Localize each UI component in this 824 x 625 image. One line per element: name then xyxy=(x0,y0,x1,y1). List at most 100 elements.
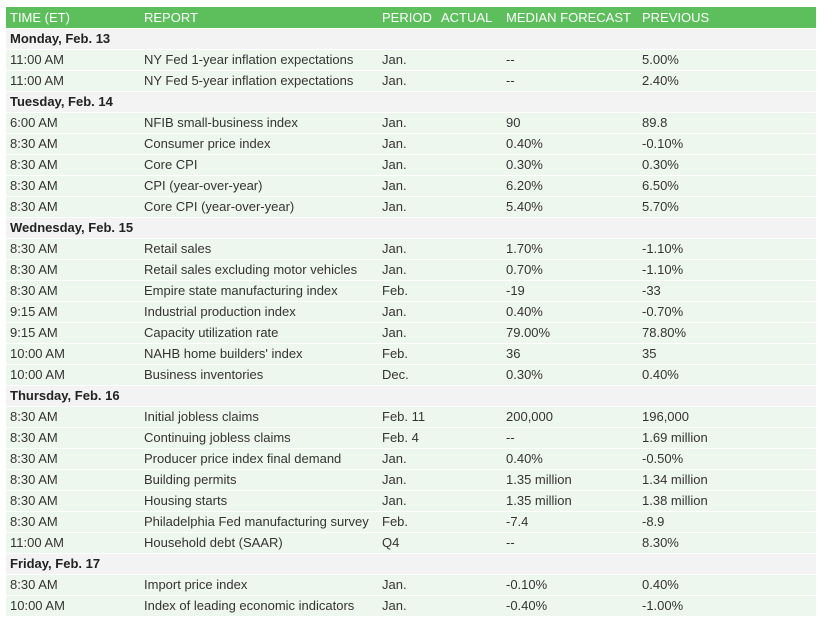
data-row: 6:00 AM NFIB small-business index Jan. 90 89… xyxy=(6,112,816,134)
median-cell: 0.40% xyxy=(502,448,638,470)
actual-cell xyxy=(437,259,502,281)
data-row: 10:00 AM NAHB home builders' index Feb. 36 3… xyxy=(6,343,816,365)
median-cell: 0.30% xyxy=(502,154,638,176)
previous-cell: -1.10% xyxy=(638,238,816,260)
period-cell: Jan. xyxy=(378,259,437,281)
period-cell: Jan. xyxy=(378,196,437,218)
previous-cell: 8.30% xyxy=(638,532,816,554)
data-row: 11:00 AM NY Fed 1-year inflation expectat… xyxy=(6,49,816,71)
data-row: 8:30 AM Retail sales excluding motor vehi… xyxy=(6,259,816,281)
period-cell: Feb. xyxy=(378,511,437,533)
data-row: 8:30 AM CPI (year-over-year) Jan. 6.20% 6.50… xyxy=(6,175,816,197)
data-row: 8:30 AM Housing starts Jan. 1.35 million 1.3… xyxy=(6,490,816,512)
data-row: 8:30 AM Continuing jobless claims Feb. 4 --… xyxy=(6,427,816,449)
day-label: Wednesday, Feb. 15 xyxy=(6,217,816,239)
report-cell: Producer price index final demand xyxy=(140,448,378,470)
report-cell: Empire state manufacturing index xyxy=(140,280,378,302)
time-cell: 11:00 AM xyxy=(6,70,140,92)
previous-cell: -1.10% xyxy=(638,259,816,281)
actual-cell xyxy=(437,112,502,134)
median-cell: 6.20% xyxy=(502,175,638,197)
median-cell: -7.4 xyxy=(502,511,638,533)
data-row: 9:15 AM Capacity utilization rate Jan. 79.0… xyxy=(6,322,816,344)
actual-cell xyxy=(437,301,502,323)
actual-cell xyxy=(437,427,502,449)
median-cell: -- xyxy=(502,49,638,71)
period-cell: Jan. xyxy=(378,49,437,71)
median-cell: 36 xyxy=(502,343,638,365)
median-cell: 90 xyxy=(502,112,638,134)
data-row: 11:00 AM NY Fed 5-year inflation expectat… xyxy=(6,70,816,92)
previous-cell: 1.69 million xyxy=(638,427,816,449)
time-cell: 8:30 AM xyxy=(6,427,140,449)
actual-cell xyxy=(437,406,502,428)
period-cell: Jan. xyxy=(378,490,437,512)
day-row: Wednesday, Feb. 15 xyxy=(6,217,816,239)
report-cell: Core CPI xyxy=(140,154,378,176)
header-cell: REPORT xyxy=(140,7,378,29)
time-cell: 8:30 AM xyxy=(6,259,140,281)
previous-cell: -1.00% xyxy=(638,595,816,617)
time-cell: 8:30 AM xyxy=(6,511,140,533)
median-cell: 1.35 million xyxy=(502,469,638,491)
previous-cell: -0.10% xyxy=(638,133,816,155)
actual-cell xyxy=(437,490,502,512)
actual-cell xyxy=(437,196,502,218)
time-cell: 10:00 AM xyxy=(6,595,140,617)
header-row: TIME (ET) REPORT PERIOD ACTUAL MEDIAN FO… xyxy=(6,7,816,29)
period-cell: Feb. 11 xyxy=(378,406,437,428)
median-cell: 0.30% xyxy=(502,364,638,386)
previous-cell: 2.40% xyxy=(638,70,816,92)
period-cell: Jan. xyxy=(378,301,437,323)
data-row: 8:30 AM Producer price index final demand… xyxy=(6,448,816,470)
report-cell: Industrial production index xyxy=(140,301,378,323)
report-cell: NFIB small-business index xyxy=(140,112,378,134)
previous-cell: 1.34 million xyxy=(638,469,816,491)
time-cell: 11:00 AM xyxy=(6,49,140,71)
previous-cell: 1.38 million xyxy=(638,490,816,512)
median-cell: -19 xyxy=(502,280,638,302)
data-row: 8:30 AM Building permits Jan. 1.35 million 1… xyxy=(6,469,816,491)
median-cell: -0.10% xyxy=(502,574,638,596)
actual-cell xyxy=(437,133,502,155)
actual-cell xyxy=(437,154,502,176)
report-cell: Philadelphia Fed manufacturing survey xyxy=(140,511,378,533)
period-cell: Jan. xyxy=(378,154,437,176)
data-row: 9:15 AM Industrial production index Jan. 0.… xyxy=(6,301,816,323)
header-cell: TIME (ET) xyxy=(6,7,140,29)
previous-cell: 5.00% xyxy=(638,49,816,71)
actual-cell xyxy=(437,448,502,470)
time-cell: 6:00 AM xyxy=(6,112,140,134)
median-cell: 79.00% xyxy=(502,322,638,344)
period-cell: Jan. xyxy=(378,469,437,491)
data-row: 8:30 AM Retail sales Jan. 1.70% -1.10% xyxy=(6,238,816,260)
previous-cell: 5.70% xyxy=(638,196,816,218)
previous-cell: -33 xyxy=(638,280,816,302)
header-cell: MEDIAN FORECAST xyxy=(502,7,638,29)
previous-cell: 35 xyxy=(638,343,816,365)
period-cell: Dec. xyxy=(378,364,437,386)
data-row: 11:00 AM Household debt (SAAR) Q4 -- 8.30% xyxy=(6,532,816,554)
median-cell: 1.35 million xyxy=(502,490,638,512)
data-row: 8:30 AM Core CPI (year-over-year) Jan. 5.40… xyxy=(6,196,816,218)
period-cell: Feb. xyxy=(378,280,437,302)
data-row: 10:00 AM Business inventories Dec. 0.30% 0.4… xyxy=(6,364,816,386)
previous-cell: 89.8 xyxy=(638,112,816,134)
time-cell: 8:30 AM xyxy=(6,196,140,218)
time-cell: 8:30 AM xyxy=(6,469,140,491)
previous-cell: -0.70% xyxy=(638,301,816,323)
period-cell: Q4 xyxy=(378,532,437,554)
report-cell: Business inventories xyxy=(140,364,378,386)
report-cell: Continuing jobless claims xyxy=(140,427,378,449)
median-cell: -- xyxy=(502,532,638,554)
actual-cell xyxy=(437,343,502,365)
report-cell: CPI (year-over-year) xyxy=(140,175,378,197)
calendar-table: TIME (ET) REPORT PERIOD ACTUAL MEDIAN FO… xyxy=(6,7,816,617)
previous-cell: 0.40% xyxy=(638,364,816,386)
actual-cell xyxy=(437,49,502,71)
time-cell: 8:30 AM xyxy=(6,406,140,428)
data-row: 8:30 AM Import price index Jan. -0.10% 0.40% xyxy=(6,574,816,596)
time-cell: 8:30 AM xyxy=(6,448,140,470)
day-label: Tuesday, Feb. 14 xyxy=(6,91,816,113)
